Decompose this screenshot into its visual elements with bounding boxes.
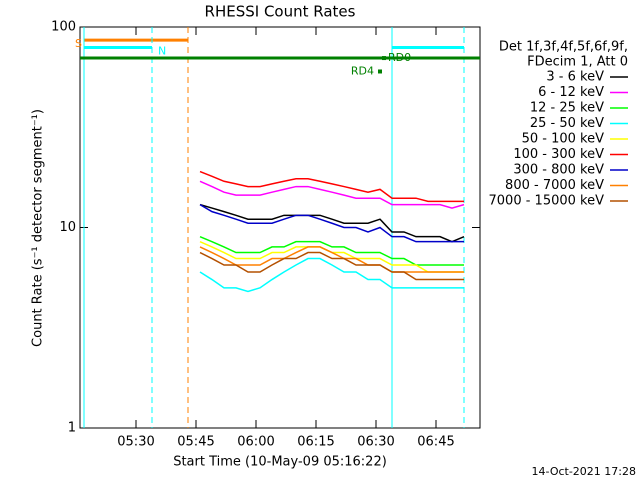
legend-header: FDecim 1, Att 0 (527, 55, 628, 70)
legend-header: Det 1f,3f,4f,5f,6f,9f, (499, 40, 628, 55)
legend-label: 800 - 7000 keV (505, 178, 604, 193)
y-tick-label: 10 (59, 220, 76, 235)
legend-label: 3 - 6 keV (546, 70, 604, 85)
series-line (199, 235, 464, 266)
annotation-marker (382, 56, 386, 61)
plot-frame (79, 26, 481, 429)
x-tick-label: 06:45 (417, 435, 454, 450)
annotation-label: RD0 (388, 51, 411, 64)
legend-label: 300 - 800 keV (513, 163, 604, 178)
footer: 14-Oct-2021 17:28 (532, 465, 636, 478)
series-line (199, 251, 464, 281)
x-axis-label: Start Time (10-May-09 05:16:22) (173, 455, 387, 470)
series-line (199, 170, 464, 203)
annotation-marker (378, 69, 382, 74)
legend-label: 12 - 25 keV (530, 101, 604, 116)
series-line (199, 203, 465, 243)
y-tick-label: 1 (68, 421, 76, 436)
x-tick-label: 06:00 (237, 435, 274, 450)
x-tick-label: 06:15 (297, 435, 334, 450)
chart-title: RHESSI Count Rates (205, 3, 356, 21)
series-line (199, 246, 464, 273)
legend-label: 25 - 50 keV (530, 116, 604, 131)
legend-label: 6 - 12 keV (538, 85, 604, 100)
series-line (199, 257, 464, 293)
x-tick-label: 05:45 (177, 435, 214, 450)
legend-label: 7000 - 15000 keV (489, 194, 605, 209)
series-line (199, 180, 465, 209)
series-line (199, 204, 464, 243)
y-tick-label: 100 (51, 20, 76, 35)
x-tick-label: 05:30 (117, 435, 154, 450)
legend-label: 100 - 300 keV (513, 147, 604, 162)
legend-label: 50 - 100 keV (522, 132, 605, 147)
x-tick-label: 06:30 (357, 435, 394, 450)
annotation-label: RD4 (351, 64, 374, 77)
interval-label: N (158, 45, 166, 58)
y-axis-label: Count Rate (s⁻¹ detector segment⁻¹) (31, 109, 46, 347)
interval-label: S (75, 37, 82, 50)
